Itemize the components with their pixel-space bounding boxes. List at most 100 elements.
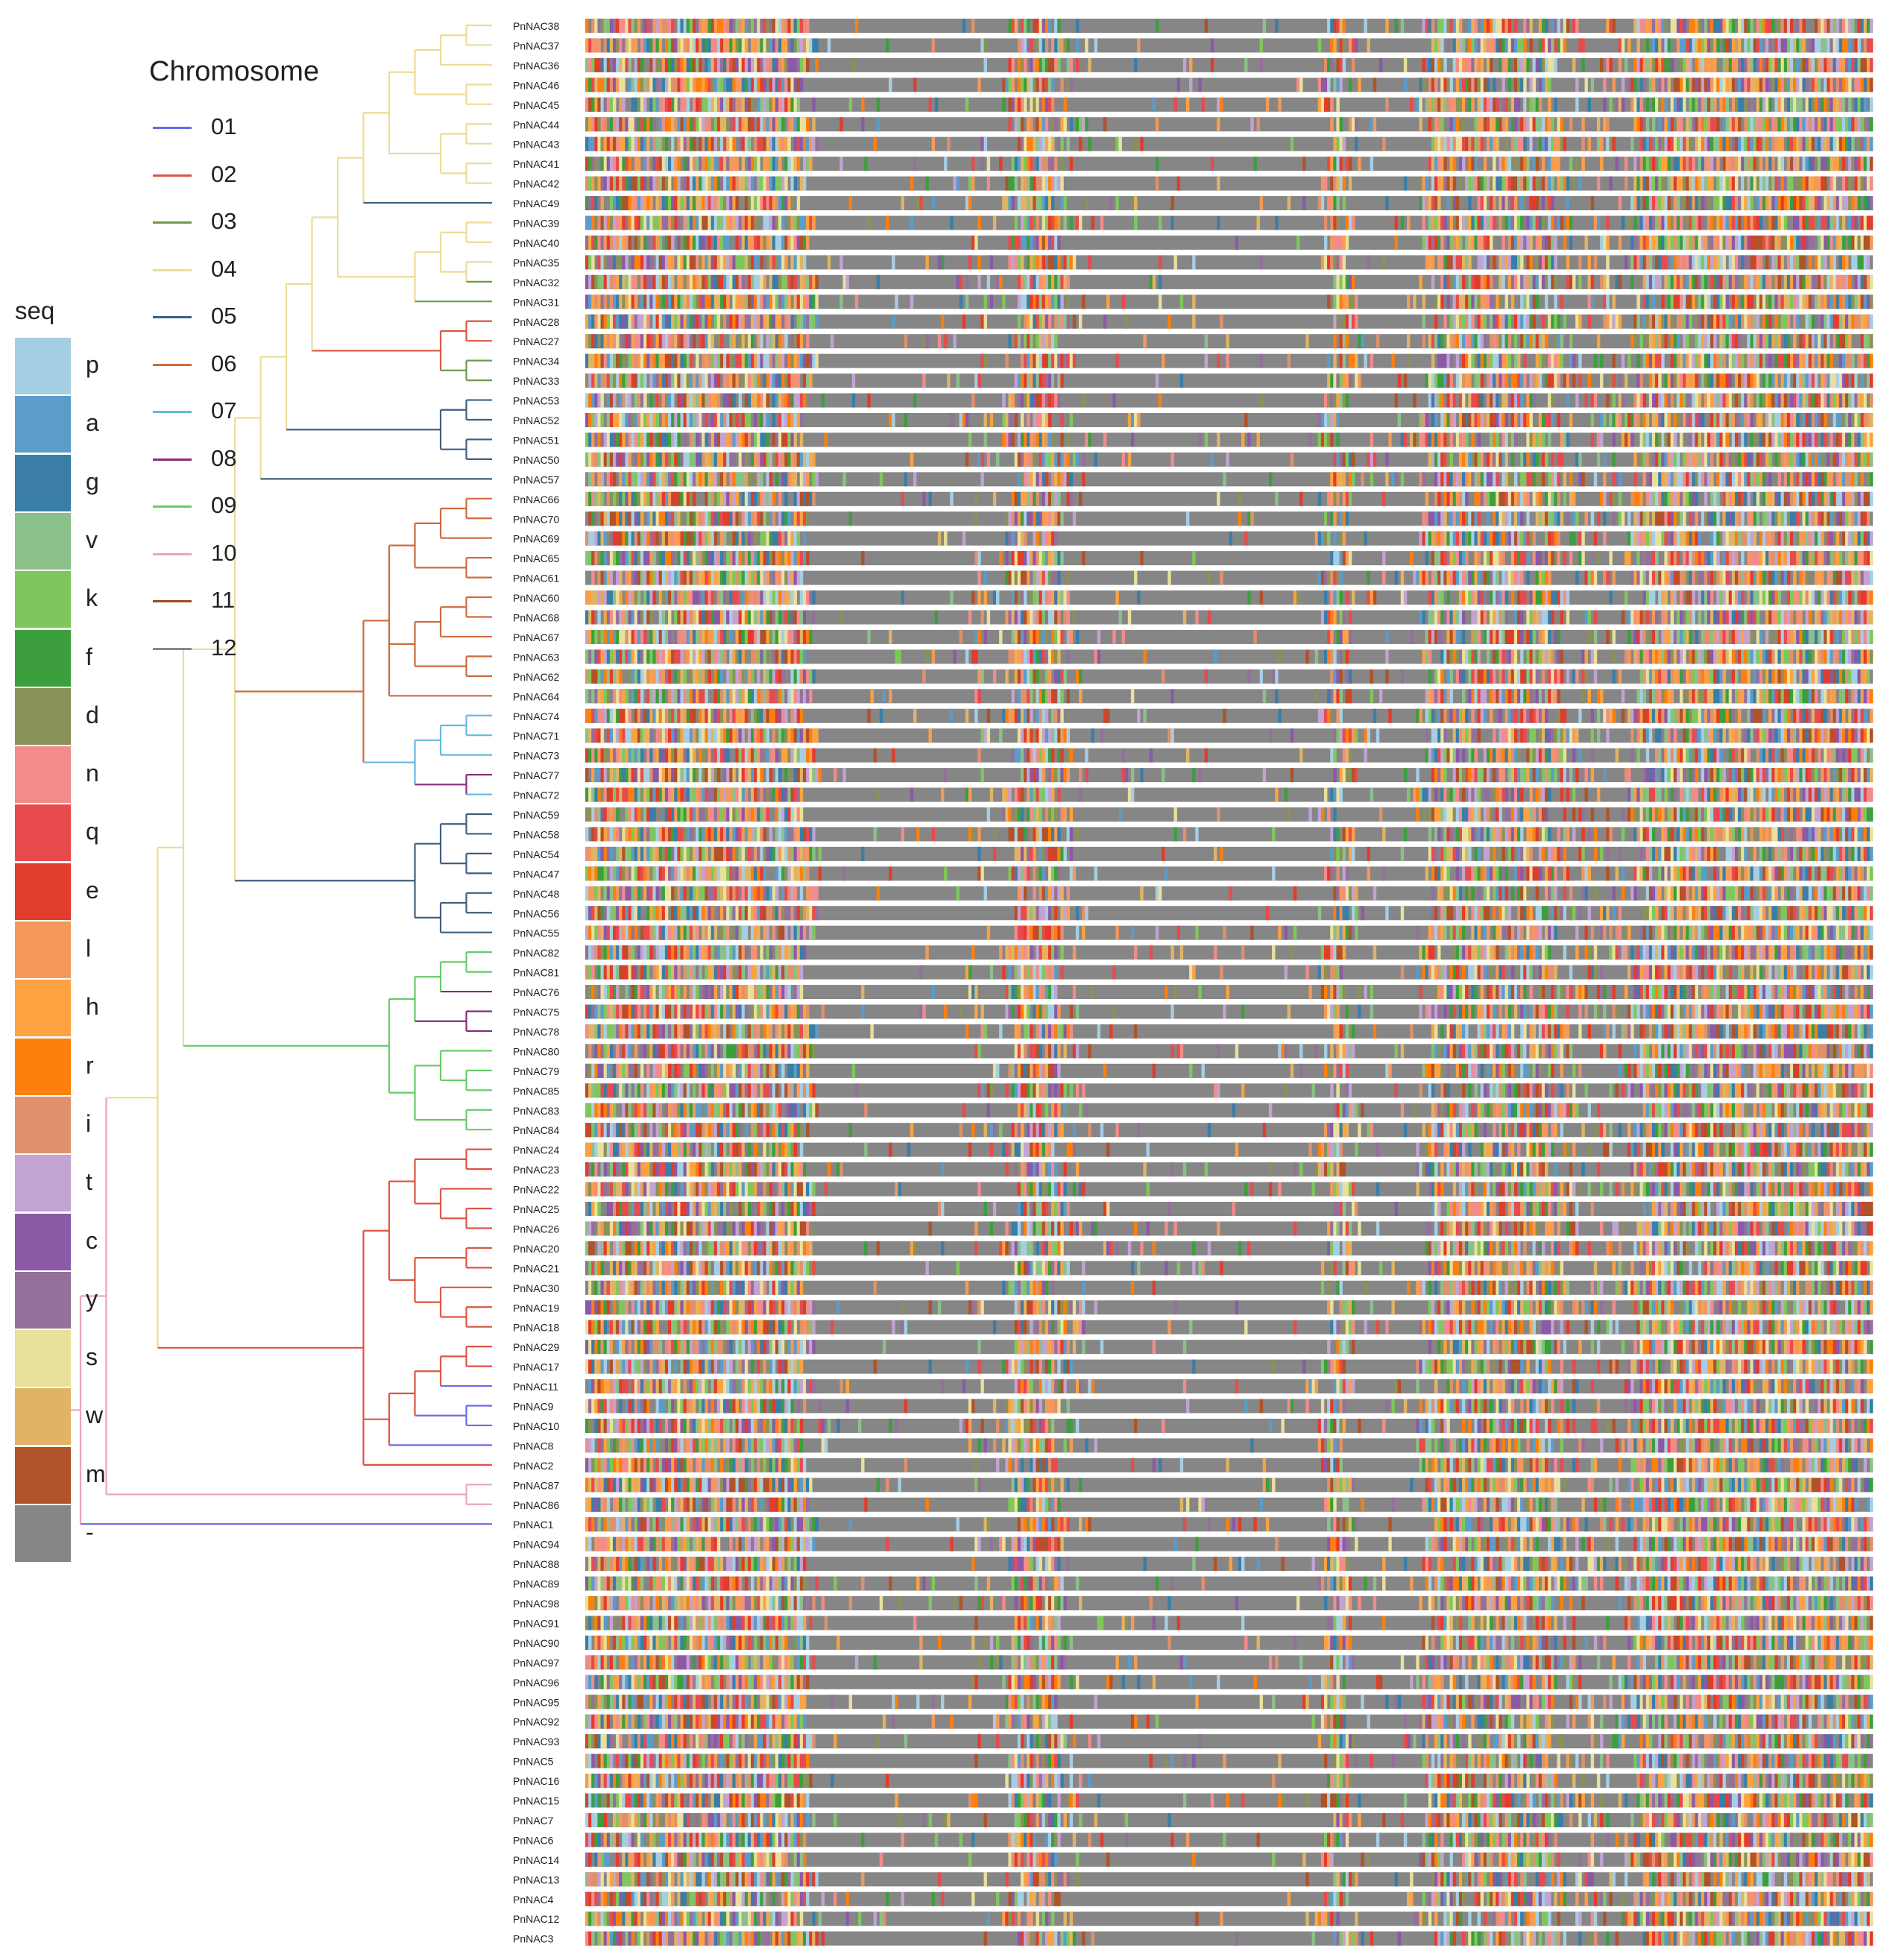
residue-cell [1033,314,1036,329]
residue-cell [1713,314,1717,329]
residue-cell [1734,374,1739,388]
residue-cell [1744,176,1748,191]
residue-cell [747,393,751,408]
residue-cell [1618,196,1622,211]
residue-cell [689,235,693,250]
residue-cell [1728,235,1733,250]
residue-cell [1333,176,1337,191]
residue-cell [1523,374,1527,388]
residue-cell [1397,374,1402,388]
residue-cell [1827,393,1830,408]
residue-cell [1814,176,1818,191]
residue-cell [769,78,773,92]
residue-cell [1811,215,1815,230]
residue-cell [1529,38,1533,53]
residue-cell [1824,136,1827,151]
residue-cell [1541,157,1545,171]
residue-cell [1789,78,1794,92]
residue-cell [1857,196,1861,211]
residue-cell [1158,274,1162,289]
residue-cell [1664,215,1668,230]
residue-cell [781,393,785,408]
residue-cell [708,255,711,270]
residue-cell [1725,117,1730,132]
residue-cell [1683,176,1686,191]
residue-cell [757,255,760,270]
residue-cell [726,57,730,72]
residue-cell [1493,294,1496,309]
residue-cell [1827,38,1830,53]
residue-cell [1744,235,1748,250]
residue-cell [1027,19,1030,33]
residue-cell [1367,38,1370,53]
residue-cell [1554,274,1557,289]
residue-cell [705,393,708,408]
residue-cell [1333,353,1337,368]
leaf-label: PnNAC77 [513,769,559,781]
residue-cell [1658,353,1662,368]
residue-cell [1783,196,1788,211]
residue-cell [1017,235,1021,250]
residue-cell [1066,136,1070,151]
residue-cell [1636,294,1640,309]
residue-cell [1799,393,1803,408]
residue-cell [1869,215,1874,230]
residue-cell [1860,19,1864,33]
residue-cell [1020,353,1024,368]
residue-cell [738,294,743,309]
residue-cell [1774,136,1778,151]
residue-cell [1044,38,1049,53]
leaf-label: PnNAC63 [513,651,559,663]
residue-cell [658,97,663,112]
residue-cell [1759,176,1763,191]
residue-cell [1630,136,1634,151]
residue-cell [597,413,601,427]
residue-cell [766,314,770,329]
residue-cell [1786,38,1791,53]
residue-cell [708,19,711,33]
residue-cell [723,294,727,309]
residue-cell [708,353,711,368]
residue-cell [1851,255,1855,270]
residue-cell [1857,57,1861,72]
residue-cell [634,374,638,388]
residue-cell [664,393,669,408]
residue-cell [1844,19,1849,33]
residue-cell [643,78,647,92]
residue-cell [726,19,730,33]
residue-cell [1593,353,1598,368]
residue-cell [696,38,699,53]
leaf-label: PnNAC7 [513,1815,554,1827]
residue-cell [1841,235,1846,250]
residue-cell [1673,353,1677,368]
residue-cell [640,176,644,191]
residue-cell [1051,235,1055,250]
residue-cell [1838,314,1843,329]
residue-cell [1799,255,1803,270]
residue-cell [603,294,608,309]
residue-cell [631,374,635,388]
residue-cell [1575,393,1579,408]
residue-cell [671,413,675,427]
residue-cell [1024,97,1027,112]
residue-cell [643,19,647,33]
residue-cell [741,432,746,447]
residue-cell [649,413,653,427]
leaf-label: PnNAC6 [513,1834,554,1846]
residue-cell [1836,136,1840,151]
residue-cell [622,97,626,112]
residue-cell [1670,97,1674,112]
residue-cell [1805,314,1809,329]
residue-cell [1679,353,1683,368]
residue-cell [1683,334,1686,349]
residue-cell [1679,374,1683,388]
residue-cell [1566,374,1570,388]
residue-cell [735,215,739,230]
residue-cell [1838,235,1843,250]
residue-cell [766,38,770,53]
residue-cell [1744,255,1748,270]
residue-cell [1474,136,1478,151]
residue-cell [1072,255,1077,270]
residue-cell [1648,176,1653,191]
residue-cell [1869,374,1874,388]
